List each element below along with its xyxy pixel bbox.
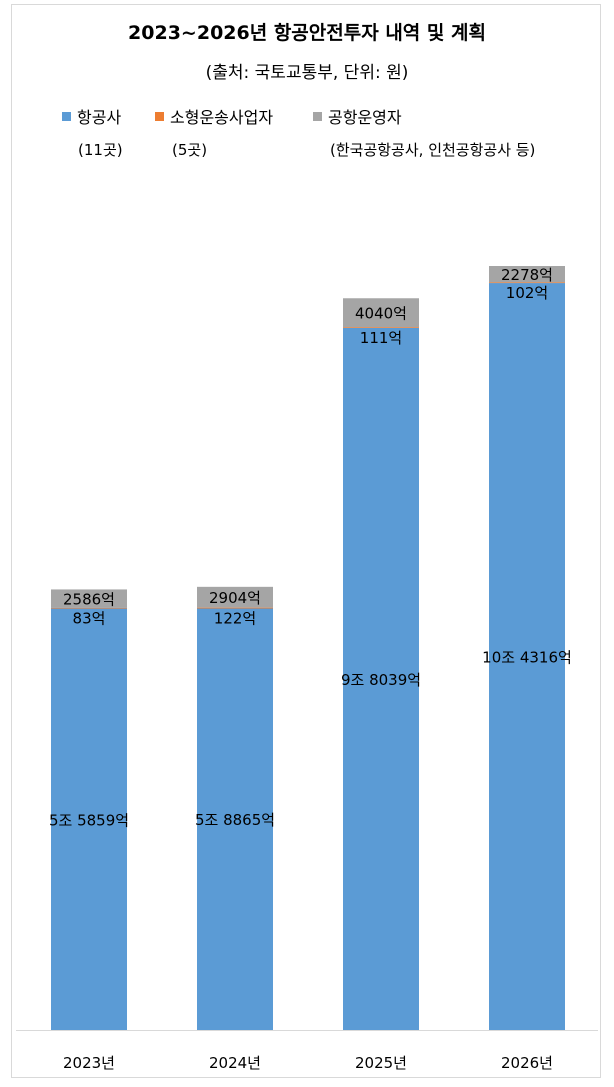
legend-note-small-carriers: (5곳) [172, 141, 208, 159]
data-label-airlines: 5조 8865억 [195, 811, 275, 829]
bar-airlines [51, 608, 127, 1030]
chart-subtitle: (출처: 국토교통부, 단위: 원) [205, 63, 409, 83]
data-label-airlines: 9조 8039억 [341, 671, 421, 689]
legend-note-airlines: (11곳) [78, 141, 123, 159]
data-label-airport-operators: 2586억 [63, 591, 115, 609]
legend-label-small-carriers: 소형운송사업자 [170, 108, 274, 127]
legend-item-airport-operators: 공항운영자 [313, 104, 402, 128]
bar-airport-operators [197, 586, 273, 608]
bar-airport-operators [343, 298, 419, 328]
bar-airport-operators [51, 589, 127, 608]
x-tick-label: 2025년 [355, 1054, 407, 1072]
data-label-small-carriers: 122억 [214, 609, 256, 627]
chart-title: 2023~2026년 항공안전투자 내역 및 계획 [128, 22, 486, 44]
legend-note-airport-operators: (한국공항공사, 인천공항공사 등) [330, 141, 536, 159]
bar-airlines [197, 608, 273, 1030]
legend-item-airlines: 항공사 [62, 104, 121, 128]
bar-small-carriers [343, 327, 419, 328]
x-tick-label: 2026년 [501, 1054, 553, 1072]
legend-label-airport-operators: 공항운영자 [328, 108, 402, 127]
data-label-small-carriers: 83억 [73, 610, 106, 628]
bar-small-carriers [197, 607, 273, 609]
bar-airlines [489, 283, 565, 1030]
data-label-small-carriers: 111억 [360, 329, 402, 347]
legend-swatch-small-carriers [155, 111, 164, 121]
data-label-airport-operators: 2278억 [501, 266, 553, 284]
data-label-airport-operators: 4040억 [355, 305, 407, 323]
legend-swatch-airlines [62, 111, 71, 121]
data-label-airport-operators: 2904억 [209, 589, 261, 607]
bar-airport-operators [489, 266, 565, 283]
data-label-airlines: 5조 5859억 [49, 811, 129, 829]
legend-label-airlines: 항공사 [77, 108, 122, 127]
legend-swatch-airport-operators [313, 111, 322, 121]
bar-airlines [343, 327, 419, 1030]
legend-item-small-carriers: 소형운송사업자 [155, 104, 273, 128]
x-tick-label: 2024년 [209, 1054, 261, 1072]
bar-small-carriers [51, 607, 127, 609]
bar-small-carriers [489, 282, 565, 284]
chart-frame [11, 4, 601, 1078]
x-tick-label: 2023년 [63, 1054, 115, 1072]
data-label-airlines: 10조 4316억 [482, 649, 572, 667]
data-label-small-carriers: 102억 [506, 284, 548, 302]
